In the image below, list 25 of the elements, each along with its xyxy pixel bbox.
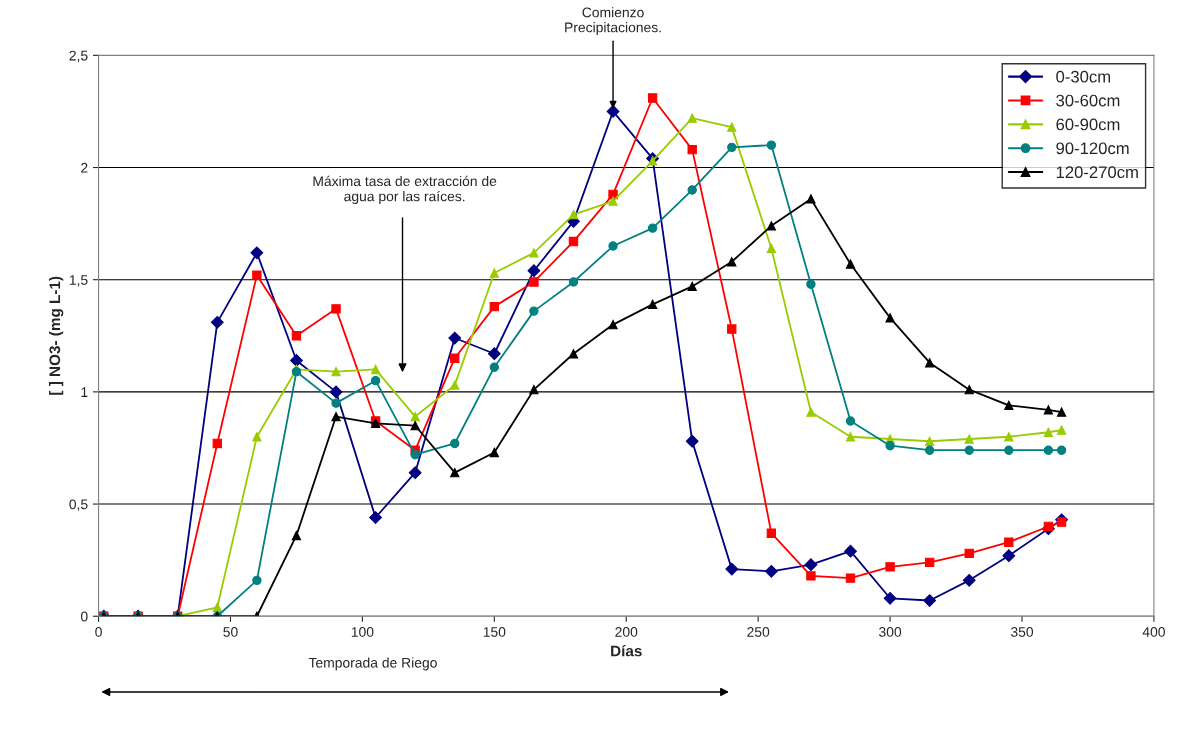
y-tick-label: 0 <box>80 611 88 622</box>
text: Temporada de Riego <box>308 657 437 671</box>
x-tick-label: 100 <box>351 627 374 637</box>
x-tick-label: 200 <box>615 627 638 637</box>
x-tick-label: 50 <box>223 627 238 637</box>
y-tick-label: 1 <box>81 387 88 397</box>
x-axis-title: Días <box>611 645 642 657</box>
x-tick-label: 0 <box>95 627 102 637</box>
legend-label: 60-90cm <box>1056 118 1120 131</box>
x-tick-label: 150 <box>483 627 506 637</box>
legend-label: 0-30cm <box>1056 70 1111 83</box>
legend-label: 120-270cm <box>1056 166 1138 179</box>
y-axis-title: [ ] NO3- (mg L-1) <box>48 276 64 395</box>
y-tick-label: 0,5 <box>69 499 88 511</box>
legend-label: 90-120cm <box>1056 142 1129 155</box>
x-tick-label: 250 <box>747 627 770 637</box>
y-tick-label: 2 <box>81 162 88 173</box>
y-tick-label: 2,5 <box>69 50 88 63</box>
x-tick-label: 350 <box>1010 627 1034 637</box>
annotation: Comienzo Precipitaciones. <box>565 7 661 36</box>
annotation: Máxima tasa de extracción de agua por las raíces. <box>313 175 497 205</box>
legend-label: 30-60cm <box>1056 94 1120 107</box>
x-tick-label: 300 <box>879 627 902 637</box>
x-tick-label: 400 <box>1142 627 1165 637</box>
y-tick-label: 1,5 <box>69 275 88 287</box>
